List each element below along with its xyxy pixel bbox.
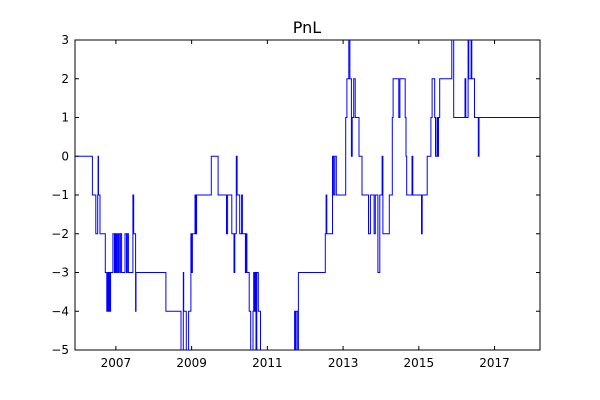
y-tick-label: 2 — [61, 72, 69, 86]
plot-border — [74, 39, 541, 351]
y-tick-label: −3 — [51, 266, 69, 280]
y-tick-label: 0 — [61, 149, 69, 163]
series-line — [75, 40, 540, 350]
x-tick-label: 2017 — [479, 356, 510, 370]
y-axis: −5 −4 −3 −2 −1 0 1 2 3 — [51, 33, 540, 357]
series-layer — [75, 40, 540, 350]
x-tick-label: 2015 — [404, 356, 435, 370]
y-tick-label: −5 — [51, 343, 69, 357]
y-tick-label: −2 — [51, 227, 69, 241]
y-tick-label: 3 — [61, 33, 69, 47]
y-tick-label: −1 — [51, 188, 69, 202]
x-tick-label: 2013 — [328, 356, 359, 370]
y-tick-label: −4 — [51, 304, 69, 318]
x-axis: 2007 2009 2011 2013 2015 2017 — [101, 40, 510, 370]
x-tick-label: 2009 — [176, 356, 207, 370]
plot-area — [74, 39, 541, 351]
y-tick-label: 1 — [61, 111, 69, 125]
x-tick-label: 2007 — [101, 356, 132, 370]
chart-title: PnL — [293, 18, 322, 37]
x-tick-label: 2011 — [252, 356, 283, 370]
